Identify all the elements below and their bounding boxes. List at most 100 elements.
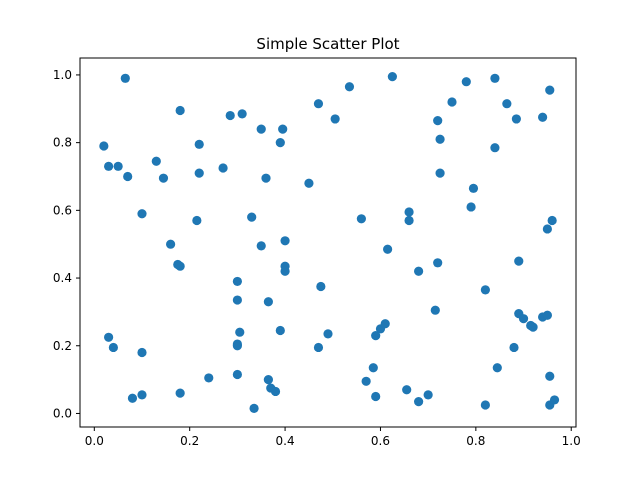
data-point	[175, 105, 185, 116]
data-point	[404, 207, 414, 217]
data-point	[414, 397, 424, 407]
data-point	[313, 99, 324, 109]
data-point	[435, 134, 445, 144]
data-point	[433, 258, 443, 268]
data-point	[235, 327, 245, 337]
data-point	[194, 139, 204, 149]
data-point	[549, 395, 560, 405]
data-point	[545, 371, 555, 381]
data-point	[480, 400, 490, 410]
axes-layer: 0.0 0.2 0.4 0.6 0.8 1.0 0.0 0.2 0.4 0.6 0.8 1.0	[53, 57, 581, 448]
data-point	[542, 310, 552, 320]
data-point	[371, 330, 381, 341]
data-point	[127, 393, 138, 403]
data-point	[225, 110, 235, 121]
data-point	[278, 124, 288, 134]
x-tick-label: 0.2	[180, 434, 199, 448]
data-point	[430, 305, 440, 315]
data-point	[247, 212, 257, 222]
data-point	[423, 390, 433, 400]
data-point	[137, 347, 147, 358]
data-point	[232, 339, 242, 349]
data-point	[518, 314, 529, 324]
data-point	[175, 388, 185, 398]
data-point	[113, 161, 123, 171]
data-point	[404, 215, 414, 226]
data-point	[280, 236, 290, 246]
data-point	[514, 256, 524, 266]
y-tick-label: 0.6	[53, 203, 72, 217]
data-point	[490, 143, 500, 153]
data-point	[256, 124, 266, 134]
data-point	[166, 239, 176, 249]
data-point	[402, 385, 412, 395]
data-point	[509, 342, 519, 353]
data-point	[344, 82, 355, 92]
data-point	[468, 183, 479, 193]
y-tick-label: 0.2	[53, 339, 72, 353]
data-point	[263, 375, 273, 385]
data-point	[380, 319, 390, 329]
data-point	[313, 342, 324, 353]
y-tick-label: 1.0	[53, 68, 72, 82]
x-tick-label: 0.8	[466, 434, 485, 448]
data-point	[371, 391, 381, 402]
data-point	[316, 281, 326, 292]
data-point	[280, 266, 290, 276]
data-point	[270, 386, 281, 397]
data-point	[261, 173, 271, 183]
data-point	[99, 141, 109, 151]
data-point	[104, 332, 114, 342]
data-point	[502, 99, 512, 109]
data-point	[237, 109, 247, 119]
data-point	[123, 171, 133, 182]
y-tick-label: 0.4	[53, 271, 72, 285]
x-tick-label: 0.0	[85, 434, 104, 448]
data-point	[542, 224, 552, 234]
y-tick-label: 0.8	[53, 136, 72, 150]
data-point	[218, 163, 228, 173]
data-point	[151, 156, 161, 166]
data-point	[414, 266, 424, 276]
data-point	[545, 85, 555, 95]
data-point	[275, 325, 285, 336]
data-point	[547, 215, 557, 226]
data-point	[490, 73, 500, 83]
data-point	[368, 363, 378, 373]
data-point	[433, 116, 443, 126]
data-point	[480, 285, 490, 295]
data-point	[108, 342, 118, 353]
data-point	[204, 373, 214, 383]
data-point	[120, 73, 130, 83]
data-point	[137, 209, 147, 219]
data-point	[104, 161, 114, 171]
data-point	[232, 295, 242, 305]
data-point	[256, 241, 266, 251]
data-point	[323, 329, 333, 339]
data-point	[232, 369, 242, 380]
x-tick-label: 1.0	[562, 434, 581, 448]
data-point	[249, 403, 259, 413]
data-point	[232, 276, 242, 287]
data-point	[538, 112, 548, 122]
data-point	[435, 168, 445, 178]
data-point	[511, 114, 521, 124]
data-point	[466, 202, 476, 212]
data-point	[528, 322, 538, 332]
data-point	[356, 214, 366, 224]
y-tick-label: 0.0	[53, 406, 72, 420]
data-point	[447, 97, 457, 107]
points-layer	[99, 72, 560, 413]
data-point	[383, 244, 393, 254]
plot-frame	[79, 57, 577, 428]
data-point	[330, 114, 340, 124]
data-point	[361, 376, 371, 386]
data-point	[158, 173, 169, 183]
data-point	[304, 178, 314, 188]
data-point	[194, 168, 204, 178]
data-point	[461, 77, 471, 87]
data-point	[175, 261, 185, 271]
